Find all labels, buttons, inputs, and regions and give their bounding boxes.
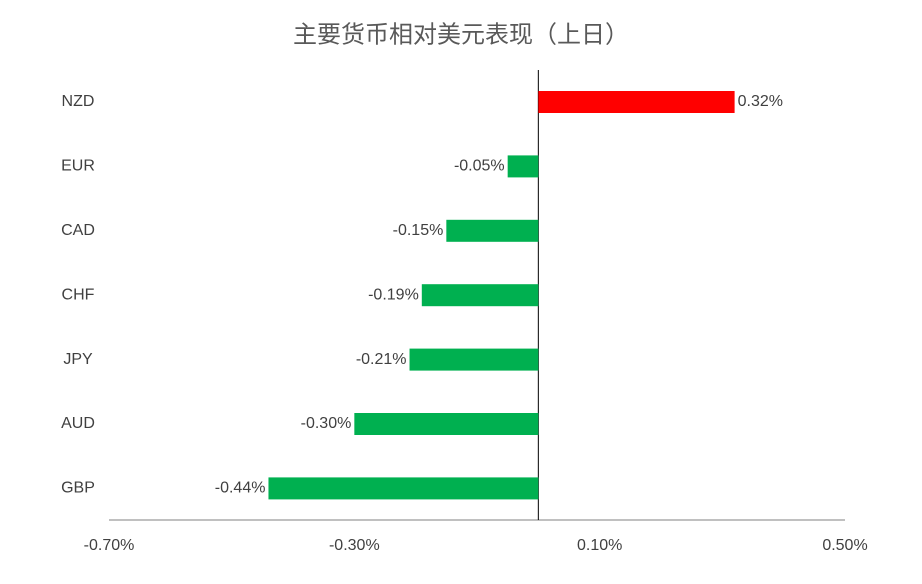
- bar: [409, 348, 539, 371]
- bar: [446, 219, 539, 242]
- value-label: -0.21%: [356, 351, 407, 368]
- bar: [354, 413, 539, 435]
- value-label: -0.30%: [301, 415, 352, 432]
- y-tick-label: CAD: [61, 222, 95, 239]
- y-tick-label: JPY: [63, 351, 93, 368]
- y-tick-label: EUR: [61, 158, 95, 175]
- value-label: -0.19%: [368, 286, 419, 303]
- x-tick-label: 0.10%: [577, 537, 622, 554]
- x-tick-label: 0.50%: [822, 537, 867, 554]
- value-label: -0.05%: [454, 158, 505, 175]
- y-tick-label: NZD: [62, 93, 95, 110]
- y-tick-label: GBP: [61, 480, 95, 497]
- value-label: 0.32%: [738, 93, 783, 110]
- bar: [421, 284, 539, 307]
- x-tick-label: -0.70%: [84, 537, 135, 554]
- value-label: -0.15%: [393, 222, 444, 239]
- bar: [538, 91, 735, 113]
- chart-title: 主要货币相对美元表现（上日）: [293, 21, 629, 48]
- bar: [507, 155, 539, 178]
- y-tick-label: CHF: [62, 286, 95, 303]
- y-tick-label: AUD: [61, 415, 95, 432]
- x-tick-label: -0.30%: [329, 537, 380, 554]
- bar: [268, 477, 539, 500]
- value-label: -0.44%: [215, 480, 266, 497]
